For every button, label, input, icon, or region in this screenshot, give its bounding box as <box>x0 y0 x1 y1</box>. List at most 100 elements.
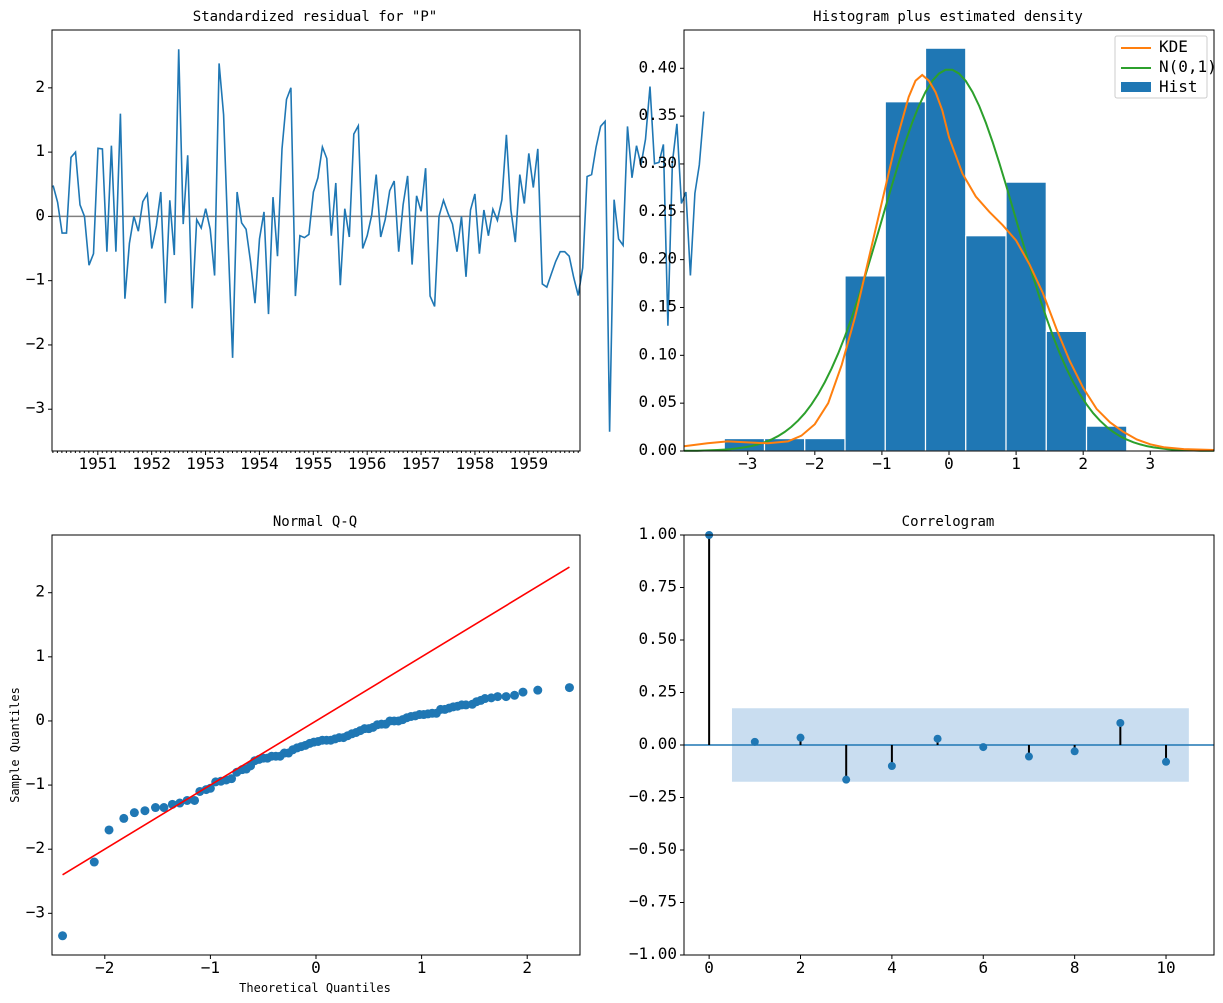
qq-point <box>150 803 160 813</box>
qq-point <box>501 692 511 702</box>
qq-point <box>493 692 503 702</box>
histogram-ytick-label: 0.00 <box>638 440 677 459</box>
qq-point <box>510 690 520 700</box>
correlogram-ytick-label: 0.75 <box>638 577 677 596</box>
histogram-xtick-label: 3 <box>1145 454 1155 473</box>
qq-point <box>159 803 169 813</box>
residual-xtick-label: 1953 <box>186 454 225 473</box>
histogram-axes-frame <box>683 29 1215 452</box>
correlogram-xtick-label: 8 <box>1070 958 1080 977</box>
correlogram-axes-frame <box>683 534 1215 956</box>
histogram-bar <box>1005 181 1047 452</box>
qq-ytick-label: 0 <box>35 710 45 729</box>
qq-xtick-label: 1 <box>417 958 427 977</box>
correlogram-xtick-label: 2 <box>796 958 806 977</box>
qq-ytick-label: −1 <box>26 774 45 793</box>
histogram-ytick-label: 0.35 <box>638 105 677 124</box>
correlogram-ytick-label: 1.00 <box>638 524 677 543</box>
normal-density-line <box>684 68 1214 452</box>
qq-axes-frame <box>51 534 581 956</box>
autocorrelation-marker <box>796 733 805 742</box>
histogram-ytick-label: 0.20 <box>638 249 677 268</box>
histogram-panel: Histogram plus estimated density 0.00 0.0… <box>638 9 1216 473</box>
autocorrelation-marker <box>1116 718 1125 727</box>
legend-kde-label: KDE <box>1159 37 1188 56</box>
residual-xtick-label: 1956 <box>348 454 387 473</box>
qq-point <box>140 806 150 816</box>
correlogram-ytick-label: 0.00 <box>638 734 677 753</box>
autocorrelation-marker <box>750 737 759 746</box>
histogram-legend: KDE N(0,1) Hist <box>1114 35 1217 99</box>
residual-xtick-label: 1959 <box>510 454 549 473</box>
qq-point <box>119 813 129 823</box>
histogram-xtick-label: −1 <box>872 454 891 473</box>
residual-axes-frame <box>51 29 581 452</box>
legend-normal-label: N(0,1) <box>1159 57 1217 76</box>
residual-panel: Standardized residual for "P" 2 1 0 −1 −2 −3 1… <box>26 9 705 473</box>
correlogram-xtick-label: 10 <box>1156 958 1175 977</box>
qq-point <box>518 687 528 697</box>
correlogram-xtick-label: 0 <box>704 958 714 977</box>
qq-ylabel: Sample Quantiles <box>8 687 22 803</box>
kde-line <box>683 73 1215 451</box>
residual-title: Standardized residual for "P" <box>193 9 437 25</box>
histogram-xtick-label: 0 <box>944 454 954 473</box>
correlogram-xtick-label: 4 <box>887 958 897 977</box>
qq-xlabel: Theoretical Quantiles <box>239 981 391 995</box>
autocorrelation-marker <box>1024 752 1033 761</box>
histogram-bar <box>844 275 886 452</box>
histogram-xtick-label: 2 <box>1078 454 1088 473</box>
residual-xtick-label: 1957 <box>402 454 441 473</box>
histogram-bar <box>804 437 846 452</box>
qq-point <box>564 683 574 693</box>
correlogram-ytick-label: −1.00 <box>629 944 677 963</box>
qq-point <box>89 857 99 867</box>
qq-ytick-label: −2 <box>26 838 45 857</box>
autocorrelation-marker <box>1070 747 1079 756</box>
qq-ytick-label: −3 <box>26 902 45 921</box>
qq-point <box>104 825 114 835</box>
qq-point <box>533 685 543 695</box>
histogram-title: Histogram plus estimated density <box>813 9 1083 25</box>
autocorrelation-marker <box>1162 757 1171 766</box>
legend-hist-label: Hist <box>1159 77 1198 96</box>
qq-point <box>129 808 139 818</box>
histogram-bar <box>884 101 927 452</box>
correlogram-ytick-label: −0.25 <box>629 787 677 806</box>
residual-xtick-label: 1954 <box>240 454 279 473</box>
residual-ytick-label: 1 <box>35 141 45 160</box>
qq-xtick-label: 2 <box>522 958 532 977</box>
residual-xtick-label: 1955 <box>294 454 333 473</box>
residual-xtick-label: 1958 <box>456 454 495 473</box>
qq-xtick-label: −2 <box>95 958 114 977</box>
qq-point <box>58 931 68 941</box>
qq-reference-line <box>62 566 570 876</box>
residual-ytick-label: 0 <box>35 205 45 224</box>
correlogram-panel: Correlogram 1.00 0.75 0.50 0.25 0.00 −0.25 −0.… <box>629 514 1215 977</box>
correlogram-ytick-label: −0.50 <box>629 839 677 858</box>
histogram-ytick-label: 0.15 <box>638 296 677 315</box>
histogram-bar <box>1045 330 1088 452</box>
qq-panel: Normal Q-Q 2 1 0 −1 −2 −3 −2 −1 0 1 2 Theoretical … <box>8 514 581 995</box>
correlogram-title: Correlogram <box>902 514 995 530</box>
histogram-xtick-label: −2 <box>805 454 824 473</box>
qq-title: Normal Q-Q <box>273 514 357 530</box>
autocorrelation-marker <box>933 734 942 743</box>
qq-point <box>227 774 237 784</box>
residual-xtick-label: 1952 <box>132 454 171 473</box>
qq-xtick-label: 0 <box>311 958 321 977</box>
qq-xtick-label: −1 <box>201 958 220 977</box>
legend-hist-swatch <box>1121 82 1151 92</box>
residual-ytick-label: −2 <box>26 334 45 353</box>
histogram-ytick-label: 0.05 <box>638 392 677 411</box>
residual-ytick-label: 2 <box>35 77 45 96</box>
correlogram-ytick-label: −0.75 <box>629 892 677 911</box>
correlogram-ytick-label: 0.25 <box>638 682 677 701</box>
autocorrelation-marker <box>887 762 896 770</box>
histogram-xtick-label: −3 <box>738 454 757 473</box>
correlogram-ytick-label: 0.50 <box>638 629 677 648</box>
histogram-ytick-label: 0.40 <box>638 57 677 76</box>
correlogram-xtick-label: 6 <box>978 958 988 977</box>
residual-xtick-label: 1951 <box>79 454 118 473</box>
